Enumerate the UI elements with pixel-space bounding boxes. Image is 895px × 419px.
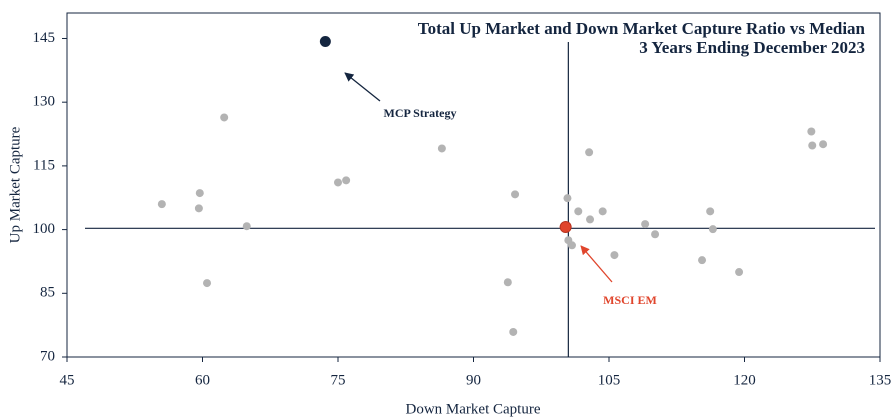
point: [194, 204, 203, 213]
annotation-arrow: [344, 72, 381, 102]
y-tick-label: 130: [33, 94, 56, 110]
point: [819, 140, 828, 149]
plot-frame: [66, 12, 881, 358]
x-tick-label: 45: [60, 372, 75, 388]
annotation-label: MCP Strategy: [384, 106, 457, 120]
x-tick-label: 60: [195, 372, 210, 388]
point: [598, 207, 607, 216]
point: [437, 144, 446, 153]
point: [319, 35, 331, 47]
point: [651, 230, 660, 239]
point: [220, 113, 229, 122]
point: [585, 148, 594, 157]
point: [334, 178, 342, 187]
y-tick-label: 145: [33, 30, 56, 46]
point: [706, 207, 715, 216]
x-axis-title: Down Market Capture: [406, 401, 541, 417]
point: [708, 225, 717, 234]
x-tick-label: 90: [466, 372, 481, 388]
chart-title: Total Up Market and Down Market Capture …: [418, 19, 866, 38]
point: [807, 127, 816, 136]
y-axis-title: Up Market Capture: [7, 126, 23, 243]
y-tick-label: 115: [33, 157, 55, 173]
y-tick-label: 70: [40, 348, 55, 364]
x-tick-label: 105: [598, 372, 621, 388]
point: [563, 194, 572, 203]
point: [574, 207, 583, 216]
point: [641, 220, 650, 229]
point: [195, 189, 204, 198]
point: [586, 215, 595, 224]
point: [157, 200, 166, 209]
point: [509, 327, 518, 336]
annotation-arrow: [580, 245, 613, 283]
point: [203, 279, 212, 288]
chart-subtitle: 3 Years Ending December 2023: [639, 38, 865, 57]
point: [503, 278, 512, 287]
y-tick-label: 85: [40, 285, 55, 301]
point: [511, 190, 520, 199]
point: [735, 268, 744, 277]
point: [559, 221, 572, 234]
point: [567, 241, 576, 250]
point: [610, 251, 619, 260]
x-tick-label: 120: [733, 372, 756, 388]
point: [808, 141, 817, 150]
point: [242, 222, 251, 231]
point: [698, 256, 707, 265]
y-tick-label: 100: [33, 221, 56, 237]
x-tick-label: 135: [869, 372, 892, 388]
point: [342, 176, 351, 185]
annotation-label: MSCI EM: [603, 293, 657, 307]
x-tick-label: 75: [331, 372, 346, 388]
